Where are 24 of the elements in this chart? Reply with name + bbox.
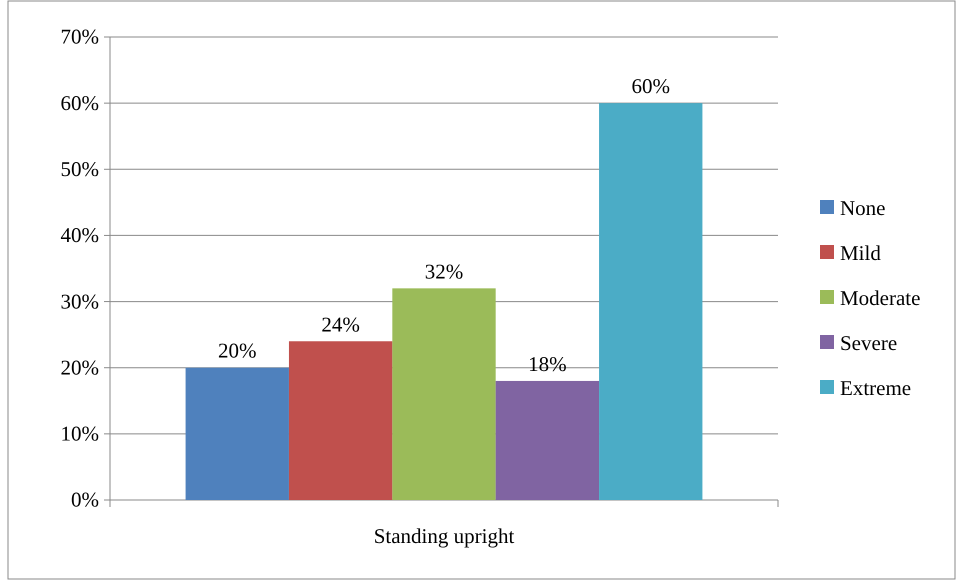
legend-label: Moderate <box>840 286 920 310</box>
y-tick-label: 0% <box>71 488 99 512</box>
data-label: 20% <box>218 338 257 363</box>
legend-label: Severe <box>840 331 898 355</box>
bar <box>599 103 702 500</box>
data-label: 18% <box>528 352 567 376</box>
y-tick-label: 50% <box>60 157 99 182</box>
x-tick-label: Standing upright <box>374 524 514 548</box>
y-tick-label: 10% <box>60 422 99 446</box>
legend-label: Mild <box>840 241 882 265</box>
y-tick-label: 20% <box>60 355 99 380</box>
bar <box>288 341 392 500</box>
y-tick-label: 70% <box>60 24 99 49</box>
bar <box>186 368 289 500</box>
y-tick-label: 60% <box>60 90 99 115</box>
legend-label: Extreme <box>840 376 912 400</box>
y-tick-label: 40% <box>60 223 99 248</box>
data-label: 24% <box>321 312 360 336</box>
legend-label: None <box>840 196 886 220</box>
data-label: 60% <box>631 74 670 98</box>
bar <box>496 380 600 500</box>
data-label: 32% <box>424 259 464 284</box>
bar <box>392 288 496 500</box>
y-tick-label: 30% <box>60 289 99 314</box>
